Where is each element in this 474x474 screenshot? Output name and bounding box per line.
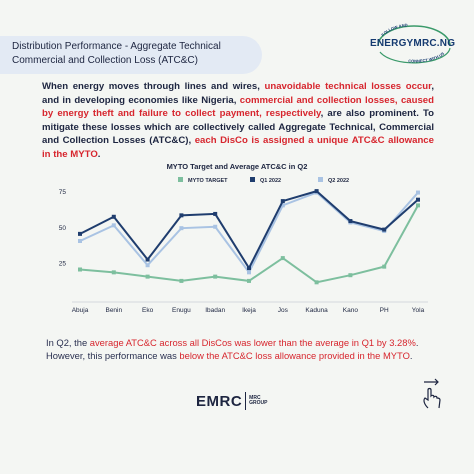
swipe-hand-icon[interactable] xyxy=(420,378,442,412)
data-point xyxy=(145,257,150,262)
data-point xyxy=(416,197,420,202)
data-point xyxy=(416,190,420,195)
data-point xyxy=(348,219,353,224)
legend-label: MYTO TARGET xyxy=(188,178,228,184)
data-point xyxy=(213,224,218,229)
data-point xyxy=(247,266,251,271)
data-point xyxy=(145,263,150,268)
x-tick-label: Kaduna xyxy=(305,307,328,314)
logo-ring-top-text: FOLLOW AND xyxy=(380,22,408,37)
outro-text-2: . However, this performance was xyxy=(46,337,419,361)
data-point xyxy=(382,227,387,232)
data-point xyxy=(78,231,82,236)
svg-text:FOLLOW AND: FOLLOW AND xyxy=(380,22,408,37)
intro-text-2: , and in developing economies like Niger… xyxy=(42,81,434,106)
data-point xyxy=(280,203,285,208)
intro-text-3: , are also prominent. To mitigate these … xyxy=(42,108,434,147)
y-tick-label: 50 xyxy=(59,225,67,232)
data-point xyxy=(416,203,420,208)
header-title-box: Distribution Performance - Aggregate Tec… xyxy=(0,36,262,74)
emrc-footer-logo[interactable]: EMRC MRC GROUP xyxy=(196,390,268,412)
x-tick-label: Benin xyxy=(105,307,122,314)
intro-highlight-1: unavoidable technical losses occur xyxy=(264,81,432,92)
data-point xyxy=(247,278,251,283)
x-tick-label: Ikeja xyxy=(242,307,256,314)
series-line xyxy=(79,191,419,275)
intro-text-4: . xyxy=(97,148,101,160)
legend-label: Q2 2022 xyxy=(328,178,349,184)
data-point xyxy=(213,274,218,279)
legend-label: Q1 2022 xyxy=(260,178,281,184)
data-point xyxy=(314,189,319,194)
energymrc-logo[interactable]: FOLLOW AND CONNECT WITH US ENERGYMRC.NG xyxy=(364,22,464,66)
data-point xyxy=(280,199,285,204)
y-tick-label: 75 xyxy=(59,189,67,196)
data-point xyxy=(348,273,353,278)
intro-text-1: When energy moves through lines and wire… xyxy=(42,81,265,92)
outro-highlight-1: average ATC&C across all DisCos was lowe… xyxy=(89,337,416,348)
data-point xyxy=(111,214,116,219)
svg-text:CONNECT WITH US: CONNECT WITH US xyxy=(408,51,445,64)
legend-swatch xyxy=(250,177,255,182)
footer-group-line1: MRC xyxy=(249,395,261,401)
series-line xyxy=(79,190,419,271)
header-title-line1: Distribution Performance - Aggregate Tec… xyxy=(12,41,221,52)
legend-swatch xyxy=(178,177,183,182)
footer-logo-text: EMRC xyxy=(196,392,243,410)
line-chart: 25 50 75 Abuja Benin Eko Enugu Ibadan Ikeja Jos Ka… xyxy=(59,177,428,314)
data-point xyxy=(247,270,251,275)
logo-ring-bottom-text: CONNECT WITH US xyxy=(408,51,445,64)
intro-highlight-2: commercial and collection losses, caused… xyxy=(42,94,435,120)
x-tick-label: PH xyxy=(380,307,389,314)
outro-paragraph: In Q2, the average ATC&C across all DisC… xyxy=(46,336,432,362)
outro-text-1: In Q2, the xyxy=(46,337,90,348)
y-tick-label: 25 xyxy=(59,260,67,267)
intro-paragraph: When energy moves through lines and wire… xyxy=(42,80,434,162)
footer-group-text: MRC GROUP xyxy=(249,396,267,406)
chart-title: MYTO Target and Average ATC&C in Q2 xyxy=(166,162,308,171)
x-tick-label: Eko xyxy=(142,307,154,314)
intro-highlight-3: each DisCo is assigned a unique ATC&C al… xyxy=(42,135,434,160)
x-tick-label: Abuja xyxy=(72,307,89,314)
data-point xyxy=(145,274,150,279)
x-tick-label: Enugu xyxy=(172,307,191,314)
outro-highlight-2: below the ATC&C loss allowance provided … xyxy=(179,350,410,361)
x-tick-label: Yola xyxy=(412,307,425,314)
data-point xyxy=(78,267,82,272)
data-point xyxy=(314,280,319,285)
data-point xyxy=(111,223,116,228)
header-title-line2: Commercial and Collection Loss (ATC&C) xyxy=(12,55,198,66)
data-point xyxy=(179,213,184,218)
data-point xyxy=(179,278,184,283)
data-point xyxy=(179,226,184,231)
data-point xyxy=(382,264,387,269)
x-tick-label: Jos xyxy=(278,307,289,314)
data-point xyxy=(78,239,82,243)
logo-text: ENERGYMRC.NG xyxy=(370,38,456,49)
outro-text-3: . xyxy=(409,350,413,361)
x-tick-label: Kano xyxy=(343,307,359,314)
data-point xyxy=(280,256,285,261)
footer-logo-divider xyxy=(245,392,247,410)
x-tick-label: Ibadan xyxy=(205,307,225,314)
footer-group-line2: GROUP xyxy=(249,400,268,406)
data-point xyxy=(213,211,218,216)
logo-ring-icon: FOLLOW AND CONNECT WITH US xyxy=(377,22,451,64)
data-point xyxy=(111,270,116,275)
legend-swatch xyxy=(318,177,323,182)
